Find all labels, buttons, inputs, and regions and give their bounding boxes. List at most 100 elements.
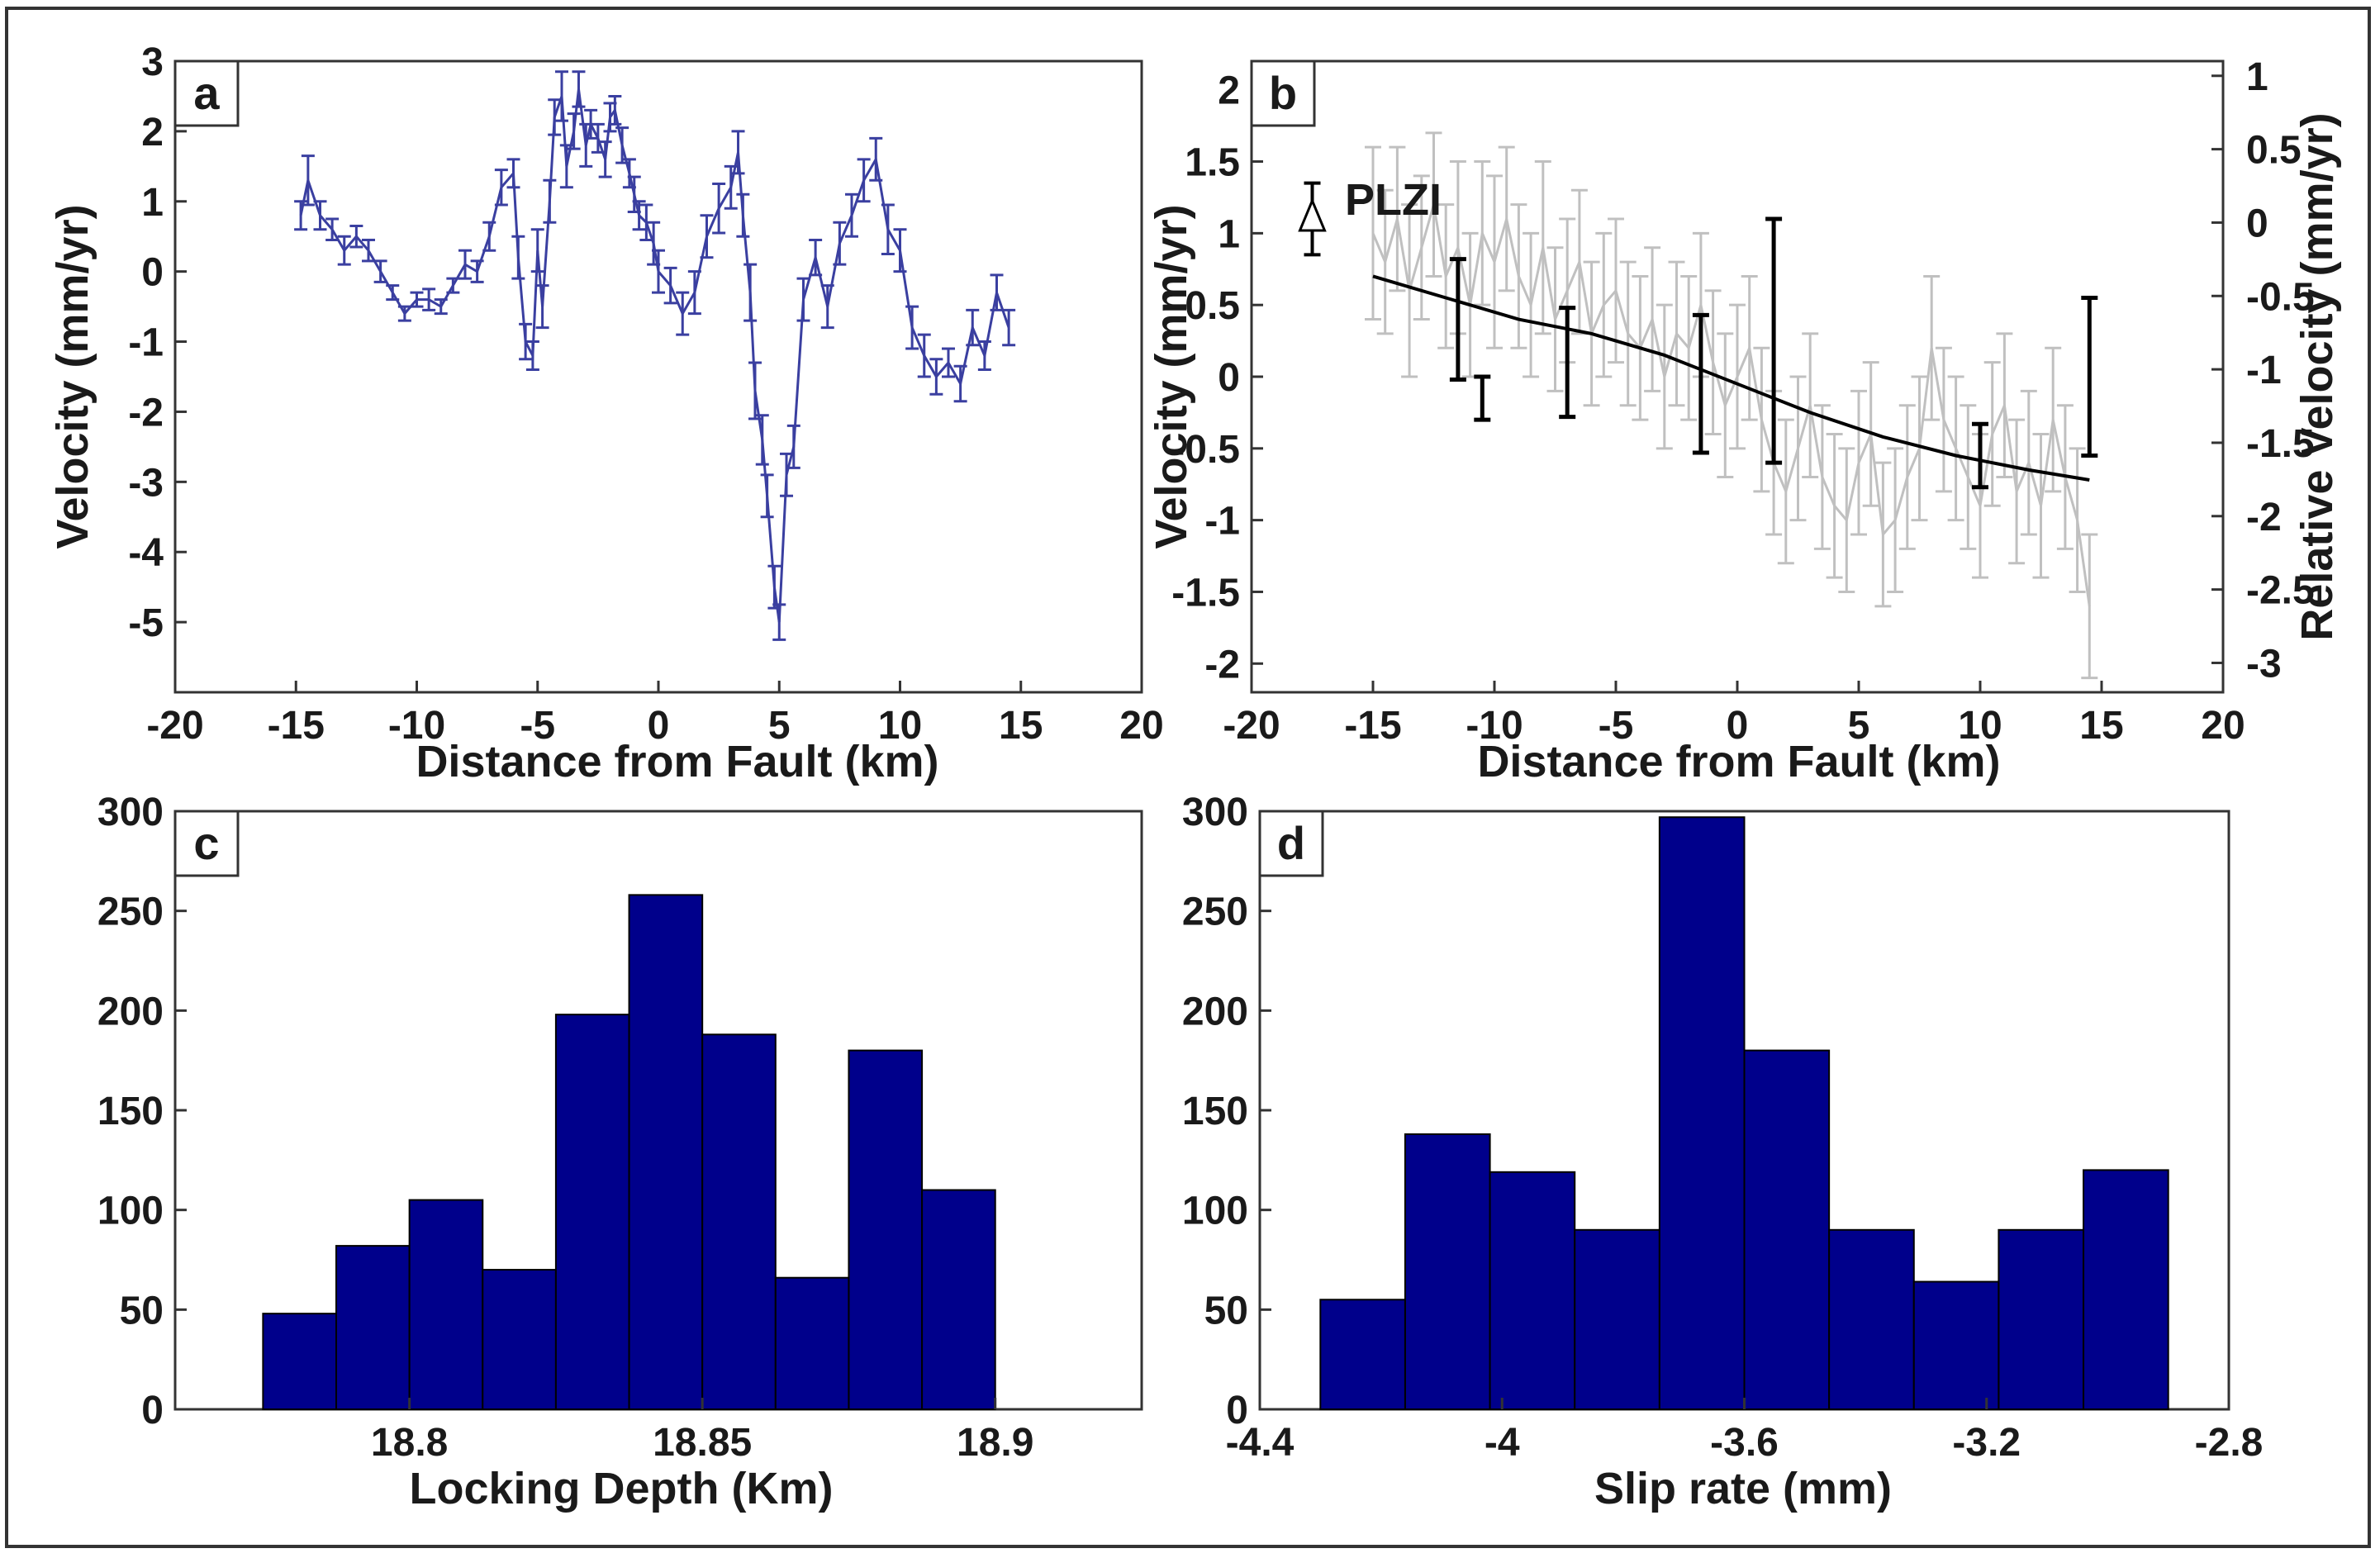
panel-a-ytick-label: -5 [128,601,164,645]
panel-a-ytick-label: 2 [141,111,164,154]
panel-a-ytick-label: -1 [128,321,164,365]
panel-a-ytick-label: -2 [128,391,164,435]
panel-c-ytick-label: 100 [97,1190,164,1233]
panel-b-xtick-label: 0 [1727,704,1749,748]
panel-d-histogram-bar [1404,1133,1491,1410]
panel-c-marks [262,894,996,1411]
panel-a-ytick-label: -4 [128,531,164,575]
panel-d-marks [1319,816,2169,1411]
panel-b-ytick-right-label: -3 [2246,642,2282,686]
panel-c: 18.8 18.85 18.9 0 50 100 150 200 250 300 c Lockin… [97,791,1143,1513]
panel-b-marks [1298,131,2098,680]
panel-d-ytick-label: 100 [1182,1190,1248,1233]
panel-d-ytick-label: 0 [1226,1389,1248,1432]
panel-a-xtick-label: 0 [648,704,670,748]
panel-b-ticks: -20 -15 -10 -5 0 5 10 15 2021.510.50-0.5-1-1.5-2… [1171,55,2314,748]
panel-d-histogram-bar [1912,1280,2000,1410]
panel-d-histogram-bar [1319,1299,1406,1411]
panel-b-plzi-label: PLZI [1345,175,1442,225]
panel-c-xtick-label: 18.9 [957,1421,1033,1465]
panel-b-xtick-label: 20 [2201,704,2245,748]
panel-b-ytick-label: -0.5 [1171,428,1240,472]
panel-c-letter-box [173,810,240,877]
panel-b-ylabel: Velocity (mm/yr) [1147,204,1196,549]
panel-c-xtick-label: 18.8 [371,1421,448,1465]
panel-c-histogram-bar [701,1033,777,1410]
panel-d-histogram-bar [1658,816,1746,1410]
panel-d-xtick-label: -2.8 [2195,1421,2264,1465]
panel-c-ticks: 18.8 18.85 18.9 0 50 100 150 200 250 300 [97,791,1034,1465]
panel-d-xtick-label: -3.6 [1710,1421,1779,1465]
panel-b-xtick-label: -15 [1344,704,1401,748]
panel-a-marks [294,70,1016,641]
panel-c-histogram-bar [335,1245,411,1411]
panel-d-ytick-label: 200 [1182,990,1248,1033]
panel-b-ytick-right-label: 0 [2246,202,2268,245]
panel-a-xtick-label: 5 [768,704,791,748]
panel-d-histogram-bar [1828,1228,1915,1411]
panel-a-ytick-label: -3 [128,461,164,505]
panel-a-xtick-label: -5 [520,704,555,748]
panel-b-ytick-label: 1 [1218,212,1240,256]
panel-a-ytick-label: 0 [141,251,164,295]
panel-c-histogram-bar [774,1276,850,1410]
panel-a-xtick-label: 10 [878,704,922,748]
panel-d-ticks: -4.4 -4 -3.6 -3.2 -2.8 0 50 100 150 200 250 300 [1182,791,2263,1465]
panel-b-insar-series-line [1371,204,2091,607]
panel-d-ytick-label: 50 [1204,1289,1248,1332]
panel-c-ytick-label: 0 [141,1389,164,1432]
panel-c-histogram-bar [848,1049,924,1410]
panel-c-histogram-bar [408,1199,484,1410]
panel-d-histogram-bar [1743,1049,1831,1410]
panel-c-ytick-label: 200 [97,990,164,1033]
panel-b-ytick-label: 0 [1218,356,1240,400]
panel-a-xtick-label: 15 [999,704,1043,748]
panel-b-xtick-label: -10 [1466,704,1523,748]
panel-b-xtick-label: -5 [1599,704,1634,748]
panel-d-xlabel: Slip rate (mm) [1594,1464,1892,1513]
panel-a-xtick-label: -15 [268,704,325,748]
panel-c-histogram-bar [628,894,704,1410]
panel-a-letter: a [193,67,220,119]
panel-a-xlabel: Distance from Fault (km) [416,737,938,786]
panel-d-ytick-label: 250 [1182,891,1248,934]
panel-c-ytick-label: 300 [97,791,164,834]
panel-b-ytick-right-label: 0.5 [2246,129,2302,173]
panel-d-histogram-bar [2083,1169,2169,1411]
panel-b-letter-box [1250,59,1316,127]
panel-c-xlabel: Locking Depth (Km) [410,1464,834,1513]
panel-d-histogram-bar [1574,1228,1660,1411]
panel-d-histogram-bar [1998,1228,2085,1411]
panel-b-xtick-label: 5 [1848,704,1870,748]
panel-c-letter: c [193,817,219,869]
panel-b-ytick-right-label: 1 [2246,55,2268,99]
panel-d-ytick-label: 300 [1182,791,1248,834]
panel-b-ytick-label: 2 [1218,69,1240,113]
panel-d-histogram-bar [1489,1171,1576,1411]
panel-b-ylabel-right: Relative Velocity (mm/yr) [2292,112,2342,640]
panel-b-ytick-right-label: -0.5 [2246,275,2315,319]
panel-b-ytick-label: 0.5 [1185,284,1240,328]
panel-b-ytick-label: -1.5 [1171,571,1240,615]
panel-c-ytick-label: 250 [97,891,164,934]
panel-d-xtick-label: -4.4 [1226,1421,1295,1465]
panel-b-ytick-right-label: -2.5 [2246,569,2315,613]
panel-b-letter: b [1269,67,1297,119]
panel-c-histogram-bar [921,1189,996,1410]
panel-d-xtick-label: -4 [1485,1421,1520,1465]
panel-b-plzi-triangle-marker [1298,197,1327,232]
panel-b-xtick-label: 15 [2079,704,2123,748]
panel-a-letter-box [173,59,240,127]
panel-b-xtick-label: 10 [1958,704,2002,748]
panel-d-letter: d [1277,817,1305,869]
panel-a-xtick-label: 20 [1119,704,1163,748]
panel-a-xtick-label: -10 [388,704,445,748]
panel-b-ytick-label: -1 [1204,500,1240,544]
panel-a-ytick-label: 1 [141,181,164,225]
panel-b-xtick-label: -20 [1223,704,1280,748]
panel-d: -4.4 -4 -3.6 -3.2 -2.8 0 50 100 150 200 250 300 d S… [1182,791,2263,1513]
panel-c-ytick-label: 150 [97,1090,164,1133]
